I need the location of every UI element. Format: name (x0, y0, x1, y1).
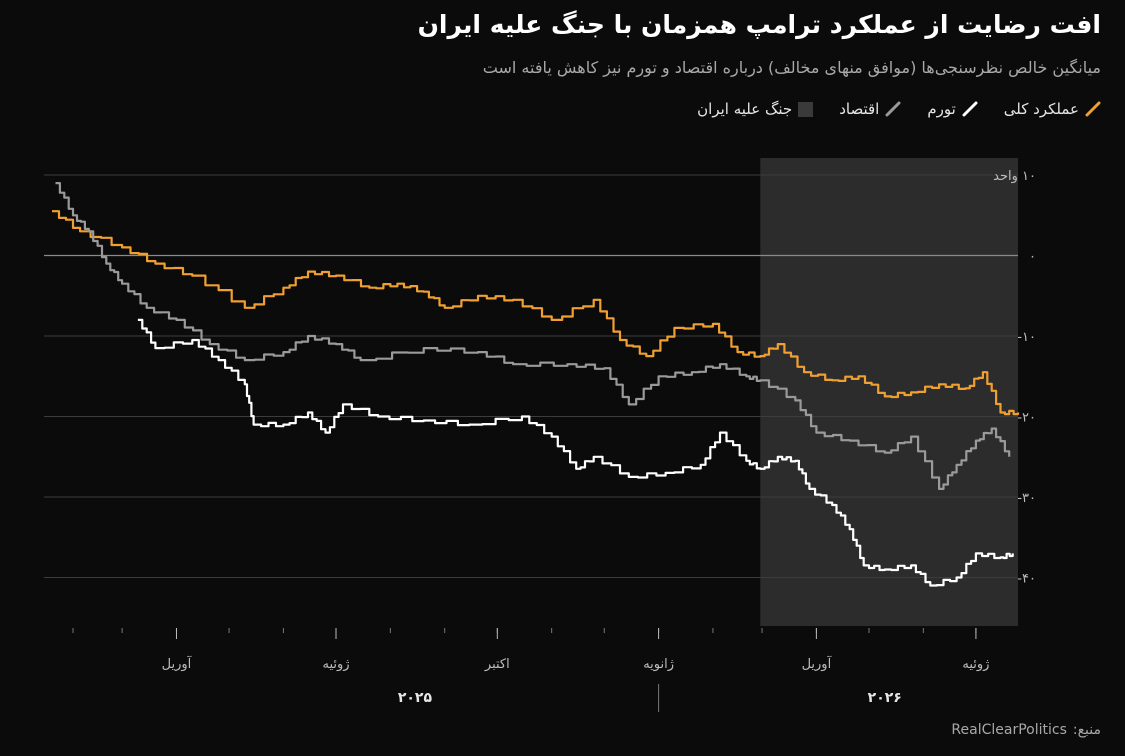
series-line-economy (55, 182, 1011, 490)
legend-item-inflation: تورم (927, 100, 978, 118)
source-note: منبع: RealClearPolitics (951, 722, 1101, 738)
y-tick-label: -۲۰ (1017, 411, 1036, 426)
legend-item-economy: اقتصاد (839, 100, 901, 118)
legend-war-swatch-icon (798, 101, 814, 117)
year-label: ۲۰۲۶ (868, 690, 902, 706)
x-tick-label: آوریل (162, 655, 193, 672)
legend-label-war: جنگ علیه ایران (697, 100, 793, 118)
y-tick-label: -۳۰ (1017, 491, 1036, 506)
gridline-layer (44, 174, 1018, 578)
legend-label-overall: عملکرد کلی (1003, 100, 1079, 118)
x-tick-label: ژانویه (643, 657, 674, 672)
series-line-inflation (137, 318, 1014, 587)
war-period-band (760, 158, 1018, 626)
year-label: ۲۰۲۵ (398, 690, 433, 706)
legend-item-overall: عملکرد کلی (1004, 100, 1101, 118)
chart-title: افت رضایت از عملکرد ترامپ همزمان با جنگ … (417, 10, 1101, 39)
legend-overall-line-icon (1085, 101, 1101, 117)
x-tick-label: ژوئیه (322, 657, 349, 672)
series-line-overall (52, 210, 1020, 416)
y-tick-label: -۱۰ (1017, 330, 1036, 345)
axis-layer: ۱۰ واحد ۰ -۱۰ -۲۰ -۳۰ -۴۰ آوریل ژوئیه اکتبر ژانوی… (72, 169, 1036, 712)
y-tick-label: ۱۰ واحد (993, 169, 1036, 184)
series-layer (51, 182, 1020, 587)
legend-label-inflation: تورم (927, 100, 956, 118)
x-tick-label: اکتبر (484, 657, 510, 672)
legend-inflation-line-icon (962, 101, 978, 117)
source-label: منبع: (1072, 722, 1101, 738)
x-tick-label: آوریل (802, 655, 833, 672)
legend-item-war: جنگ علیه ایران (697, 100, 814, 118)
war-period-band-layer (760, 158, 1018, 626)
x-tick-label: ژوئیه (962, 657, 989, 672)
y-tick-label: ۰ (1029, 250, 1036, 265)
chart-subtitle: میانگین خالص نظرسنجی‌ها (موافق منهای مخا… (482, 58, 1101, 77)
legend-label-economy: اقتصاد (839, 100, 880, 118)
y-tick-label: -۴۰ (1017, 572, 1036, 587)
legend-economy-line-icon (885, 101, 901, 117)
legend: عملکرد کلی تورم اقتصاد جنگ علیه ایران (697, 100, 1101, 118)
source-name: RealClearPolitics (951, 722, 1067, 738)
